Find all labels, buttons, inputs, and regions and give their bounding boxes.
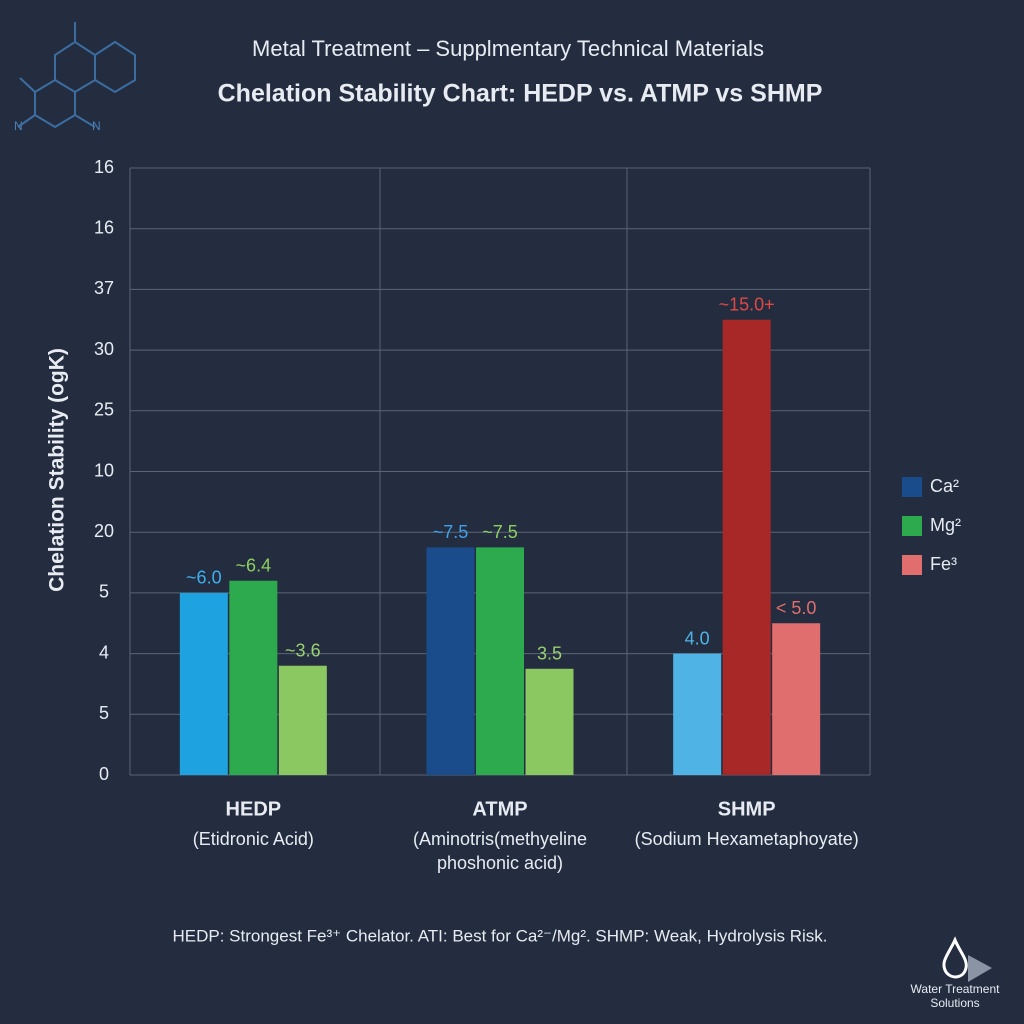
- category-note: (Sodium Hexametaphoyate): [635, 829, 859, 849]
- value-label: ~15.0+: [719, 295, 775, 315]
- logo-text: Solutions: [930, 996, 979, 1010]
- legend-label: Ca²: [930, 476, 959, 496]
- logo-icon: [942, 936, 992, 982]
- y-tick-label: 37: [94, 278, 114, 298]
- y-axis-label: Chelation Stability (ogK): [46, 348, 69, 592]
- bar: [426, 547, 475, 775]
- molecule-icon: [17, 22, 136, 129]
- y-tick-label: 4: [99, 642, 109, 662]
- category-note: (Etidronic Acid): [193, 829, 314, 849]
- bar: [525, 668, 574, 775]
- value-label: ~3.6: [285, 640, 321, 660]
- y-tick-label: 20: [94, 521, 114, 541]
- legend-label: Mg²: [930, 515, 961, 535]
- legend-swatch: [902, 477, 922, 497]
- category-note: (Aminotris(methyeline: [413, 829, 587, 849]
- x-tick-label: SHMP: [718, 798, 776, 820]
- y-tick-label: 16: [94, 157, 114, 177]
- value-label: ~7.5: [433, 522, 469, 542]
- legend-label: Fe³: [930, 554, 957, 574]
- bar: [722, 319, 771, 775]
- legend-swatch: [902, 516, 922, 536]
- bar: [278, 665, 327, 775]
- value-label: 4.0: [685, 628, 710, 648]
- x-tick-label: ATMP: [472, 798, 527, 820]
- bar: [179, 592, 228, 775]
- icon-label: N: [92, 119, 101, 133]
- y-tick-label: 30: [94, 339, 114, 359]
- icon-label: N: [14, 119, 23, 133]
- chart-title: Chelation Stability Chart: HEDP vs. ATMP…: [218, 80, 823, 108]
- bar: [229, 580, 278, 775]
- y-tick-label: 25: [94, 400, 114, 420]
- x-tick-label: HEDP: [226, 798, 282, 820]
- value-label: < 5.0: [776, 598, 817, 618]
- y-tick-label: 16: [94, 217, 114, 237]
- value-label: 3.5: [537, 644, 562, 664]
- value-label: ~7.5: [482, 522, 518, 542]
- bar: [673, 653, 722, 775]
- supertitle: Metal Treatment – Supplmentary Technical…: [252, 36, 764, 61]
- bar: [772, 623, 821, 775]
- category-note: phoshonic acid): [437, 853, 563, 873]
- value-label: ~6.4: [236, 556, 272, 576]
- footnote: HEDP: Strongest Fe³⁺ Chelator. ATI: Best…: [173, 926, 828, 945]
- logo-text: Water Treatment: [911, 982, 1001, 996]
- bar: [476, 547, 524, 775]
- legend-swatch: [902, 555, 922, 575]
- y-tick-label: 0: [99, 764, 109, 784]
- value-label: ~6.0: [186, 568, 222, 588]
- y-tick-label: 5: [99, 582, 109, 602]
- y-tick-label: 10: [94, 460, 114, 480]
- y-tick-label: 5: [99, 703, 109, 723]
